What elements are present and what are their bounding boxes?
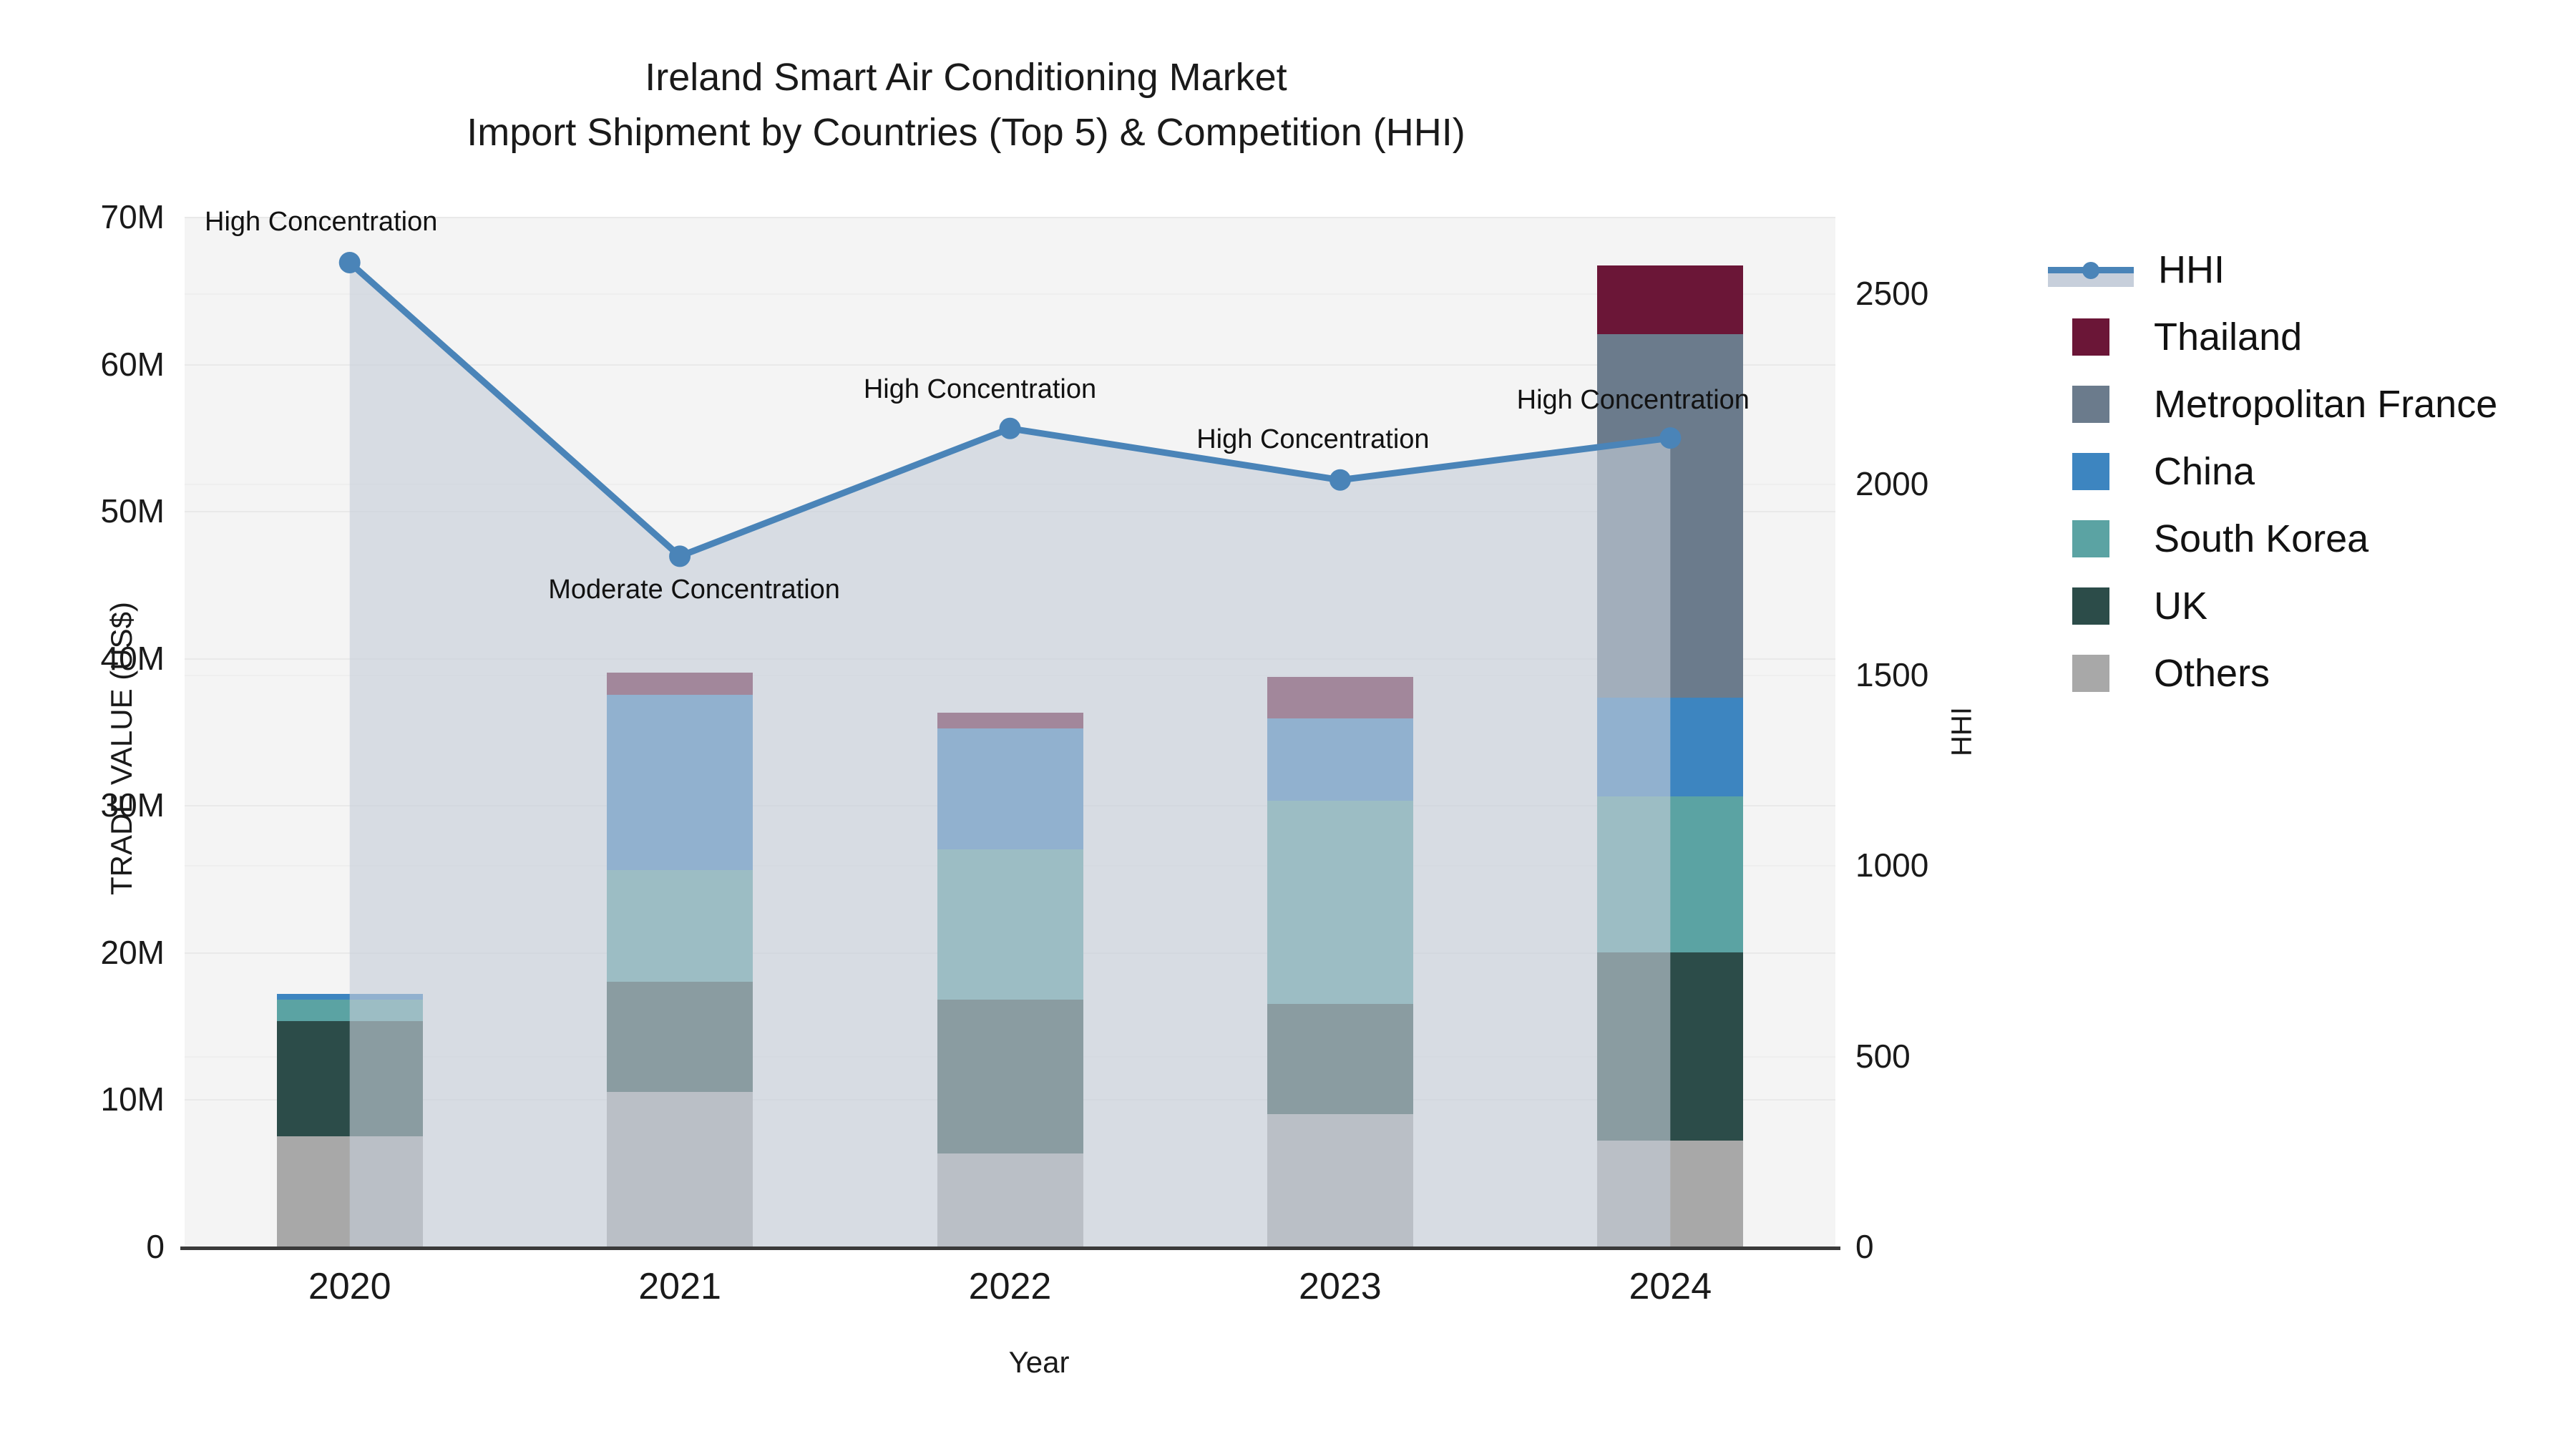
y-tick-label-left: 20M — [100, 933, 165, 971]
chart-title-line2: Import Shipment by Countries (Top 5) & C… — [467, 110, 1465, 154]
y-tick-label-right: 2000 — [1855, 465, 1929, 503]
legend-item-label: South Korea — [2154, 517, 2369, 560]
legend-area-band — [2048, 273, 2134, 287]
y-tick-label-right: 1000 — [1855, 847, 1929, 884]
bar-segment[interactable] — [607, 1092, 753, 1246]
bar-segment[interactable] — [1597, 698, 1744, 796]
x-tick-label: 2024 — [1629, 1266, 1712, 1307]
legend-item-label: Others — [2154, 652, 2270, 695]
concentration-annotation: High Concentration — [1196, 424, 1430, 454]
y-tick-label-right: 0 — [1855, 1228, 1874, 1265]
bar-segment[interactable] — [276, 994, 423, 1000]
bar-segment[interactable] — [276, 999, 423, 1022]
legend-color-swatch — [2072, 587, 2109, 625]
y-tick-label-left: 10M — [100, 1080, 165, 1118]
legend-item[interactable]: Others — [2048, 640, 2563, 707]
bar-segment[interactable] — [937, 999, 1083, 1154]
bar-segment[interactable] — [1267, 677, 1413, 718]
bar-segment[interactable] — [1267, 801, 1413, 1004]
bar-segment[interactable] — [1267, 1113, 1413, 1246]
y-tick-label-left: 50M — [100, 492, 165, 530]
gridline-right — [185, 674, 1835, 676]
y-tick-label-left: 70M — [100, 198, 165, 235]
concentration-annotation: High Concentration — [863, 374, 1097, 404]
legend-color-swatch — [2072, 655, 2109, 692]
legend-item[interactable]: Metropolitan France — [2048, 371, 2563, 438]
concentration-annotation: High Concentration — [1516, 385, 1750, 416]
y-tick-label-left: 30M — [100, 786, 165, 824]
legend-item-label: Metropolitan France — [2154, 383, 2498, 426]
gridline-left — [185, 364, 1835, 366]
x-axis-line — [180, 1246, 1840, 1250]
x-tick-label: 2023 — [1299, 1266, 1382, 1307]
x-axis-title: Year — [1008, 1345, 1070, 1379]
legend-item[interactable]: UK — [2048, 572, 2563, 640]
legend-item-label: Thailand — [2154, 316, 2303, 358]
legend-item[interactable]: HHI — [2048, 236, 2563, 303]
chart-title-line1: Ireland Smart Air Conditioning Market — [645, 56, 1287, 99]
bar-segment[interactable] — [1267, 718, 1413, 801]
legend-color-swatch — [2072, 520, 2109, 557]
legend-color-swatch — [2072, 386, 2109, 423]
gridline-left — [185, 217, 1835, 218]
y-tick-label-left: 60M — [100, 345, 165, 383]
y-tick-label-left: 40M — [100, 639, 165, 677]
concentration-annotation: High Concentration — [205, 206, 438, 237]
bar-segment[interactable] — [607, 673, 753, 696]
gridline-right — [185, 293, 1835, 295]
legend-line-marker-icon — [2048, 251, 2134, 288]
x-tick-label: 2022 — [968, 1266, 1052, 1307]
bar-segment[interactable] — [1597, 952, 1744, 1141]
legend-item[interactable]: Thailand — [2048, 303, 2563, 371]
legend-item-label: UK — [2154, 585, 2208, 628]
y-tick-label-right: 1500 — [1855, 655, 1929, 693]
bar-segment[interactable] — [1597, 265, 1744, 335]
bar-segment[interactable] — [607, 695, 753, 870]
legend-item[interactable]: South Korea — [2048, 505, 2563, 572]
concentration-annotation: Moderate Concentration — [548, 575, 840, 605]
gridline-left — [185, 658, 1835, 660]
chart-title: Ireland Smart Air Conditioning Market Im… — [0, 50, 1932, 160]
x-tick-label: 2021 — [638, 1266, 721, 1307]
gridline-right — [185, 484, 1835, 486]
x-tick-label: 2020 — [308, 1266, 391, 1307]
bar-segment[interactable] — [937, 1153, 1083, 1246]
legend-item-label: China — [2154, 450, 2255, 493]
bar-segment[interactable] — [607, 869, 753, 982]
legend-item[interactable]: China — [2048, 438, 2563, 505]
bar-segment[interactable] — [607, 981, 753, 1093]
y-axis-left-title: TRADE VALUE (US$) — [104, 602, 138, 895]
bar-segment[interactable] — [1597, 1140, 1744, 1246]
gridline-left — [185, 511, 1835, 513]
bar-segment[interactable] — [276, 1136, 423, 1246]
bar-segment[interactable] — [937, 712, 1083, 729]
legend-item-label: HHI — [2158, 248, 2225, 291]
y-tick-label-left: 0 — [146, 1228, 165, 1265]
bar-segment[interactable] — [276, 1021, 423, 1136]
y-tick-label-right: 2500 — [1855, 274, 1929, 312]
bar-segment[interactable] — [937, 728, 1083, 849]
legend-color-swatch — [2072, 453, 2109, 490]
bar-segment[interactable] — [1597, 796, 1744, 952]
legend: HHI Thailand Metropolitan France China South… — [2048, 236, 2563, 707]
y-tick-label-right: 500 — [1855, 1037, 1911, 1075]
y-axis-right-title: HHI — [1946, 707, 1978, 756]
bar-segment[interactable] — [1267, 1003, 1413, 1114]
legend-color-swatch — [2072, 318, 2109, 356]
bar-segment[interactable] — [937, 849, 1083, 1000]
legend-dot-icon — [2082, 262, 2099, 279]
